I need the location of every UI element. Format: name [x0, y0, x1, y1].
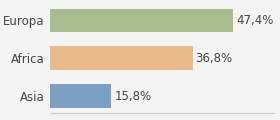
Bar	[50, 46, 193, 70]
Bar	[50, 84, 111, 108]
Bar	[50, 9, 234, 32]
Text: 15,8%: 15,8%	[115, 90, 152, 103]
Text: 47,4%: 47,4%	[237, 14, 274, 27]
Text: 36,8%: 36,8%	[196, 52, 233, 65]
